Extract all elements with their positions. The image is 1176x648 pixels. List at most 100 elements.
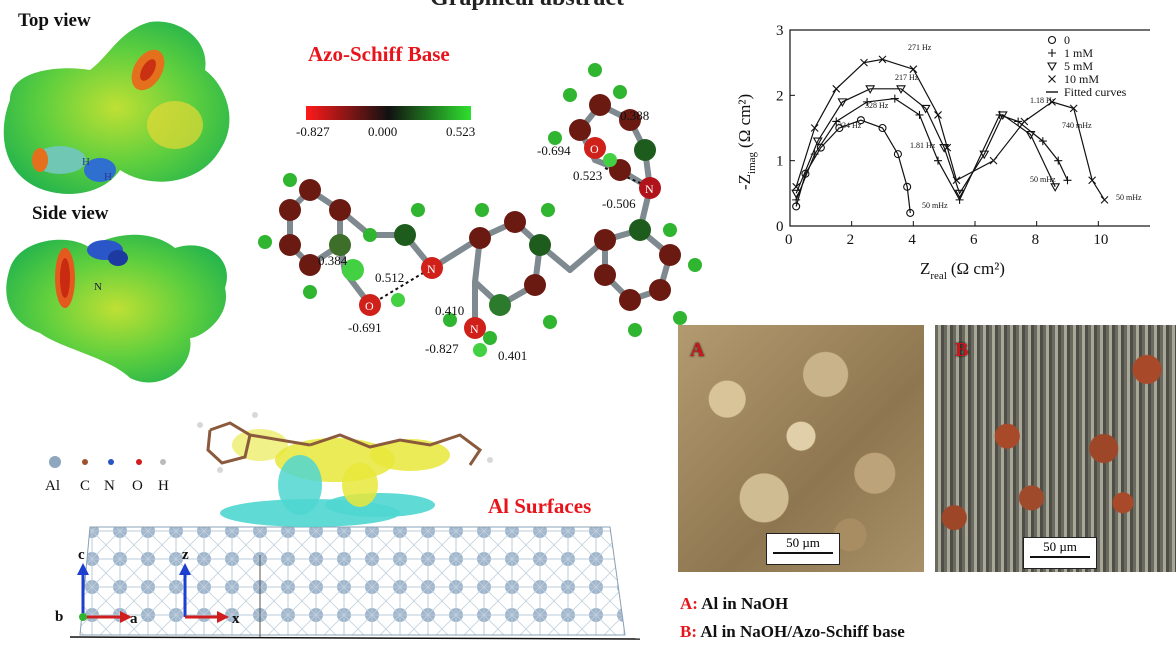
series-0-point-5	[878, 123, 887, 133]
charge-value-7: -0.694	[537, 143, 571, 158]
legend-marker-3	[1048, 75, 1056, 83]
series-3-point-3	[860, 58, 868, 67]
freq-label-3: 328 Hz	[865, 101, 889, 110]
element-h: H	[158, 478, 169, 494]
series-3-point-8	[952, 176, 961, 185]
x-tick-label-5: 10	[1093, 232, 1108, 248]
header-partial-title: Graphical abstract	[430, 0, 624, 12]
series-0-point-6	[893, 150, 902, 159]
freq-label-1: 271 Hz	[908, 43, 932, 52]
charge-color-scale: -0.827 0.000 0.523	[296, 106, 475, 139]
series-2-point-10	[1025, 130, 1036, 140]
axis-z-label: z	[182, 547, 189, 563]
micrograph-a: A 50 µm	[678, 325, 924, 572]
legend-label-0: 0	[1064, 33, 1070, 47]
series-3-point-1	[810, 124, 819, 132]
series-3-point-13	[1088, 176, 1097, 185]
series-1-point-5	[915, 110, 924, 119]
series-3-point-6	[934, 111, 942, 119]
series-1-point-10	[1038, 137, 1047, 146]
svg-text:Zreal(Ω cm²): Zreal (Ω cm²)	[920, 259, 1005, 282]
element-al: Al	[45, 478, 60, 494]
micrograph-b-scale: 50 µm	[1023, 537, 1097, 569]
legend-label-1: 1 mM	[1064, 46, 1093, 60]
x-axis-label: Zreal (Ω cm²)	[920, 259, 1005, 282]
legend-label-fitted: Fitted curves	[1064, 85, 1127, 99]
series-0-point-8	[906, 208, 915, 217]
series-2-point-3	[865, 85, 876, 94]
element-key: Al C N O H	[45, 456, 169, 494]
series-1-point-12	[1063, 176, 1072, 185]
legend-marker-1	[1048, 49, 1056, 57]
charge-value-3: -0.691	[348, 320, 382, 335]
al-surface-model: c b a z x	[55, 412, 641, 640]
series-1-point-1	[810, 150, 819, 159]
scale-min-label: -0.827	[296, 124, 330, 139]
al-surfaces-title: Al Surfaces	[488, 494, 592, 518]
series-2-point-0	[791, 189, 802, 199]
series-3-point-11	[1048, 97, 1056, 106]
esp-side-view-map: N	[6, 234, 227, 383]
charge-atom-n3: N	[645, 182, 654, 196]
legend-b-letter: B:	[680, 622, 697, 641]
axis-a-label: a	[130, 611, 138, 627]
legend-a: A: Al in NaOH	[680, 594, 788, 614]
azo-schiff-title: Azo-Schiff Base	[308, 42, 450, 66]
esp-side-atom-label-n: N	[94, 281, 102, 293]
series-1-point-9	[1014, 117, 1023, 126]
y-tick-label-0: 0	[776, 219, 784, 235]
charge-atom-n1: N	[427, 262, 436, 276]
azo-schiff-molecule: N O N O N 0.384 0.512 -0.691 0.410 -0.82…	[258, 63, 702, 363]
charge-value-10: -0.506	[602, 196, 636, 211]
top-view-label: Top view	[18, 10, 91, 31]
charge-value-1: 0.384	[318, 253, 348, 268]
x-tick-label-2: 4	[908, 232, 916, 248]
charge-value-2: 0.512	[375, 270, 404, 285]
series-0-point-7	[903, 182, 912, 191]
element-n: N	[104, 478, 115, 494]
x-tick-label-3: 6	[970, 232, 978, 248]
legend-b-text: Al in NaOH/Azo-Schiff base	[700, 622, 905, 641]
charge-atom-n2: N	[470, 322, 479, 336]
series-3-point-10	[1020, 117, 1029, 126]
series-0-point-0	[792, 202, 801, 211]
x-tick-label-1: 2	[847, 232, 855, 248]
series-2-point-2	[837, 98, 848, 107]
freq-label-2: 217 Hz	[895, 73, 919, 82]
charge-value-8: 0.388	[620, 108, 649, 123]
scale-max-label: 0.523	[446, 124, 475, 139]
charge-atom-o1: O	[365, 299, 374, 313]
y-tick-label-3: 3	[776, 23, 784, 39]
legend-marker-0	[1047, 35, 1057, 45]
series-3-point-9	[989, 156, 998, 165]
y-tick-label-2: 2	[776, 88, 784, 104]
y-tick-label-1: 1	[776, 154, 784, 170]
micrograph-a-letter: A	[690, 339, 705, 361]
axis-c-label: c	[78, 547, 85, 563]
series-2-point-7	[954, 189, 965, 199]
series-3-point-0	[792, 182, 801, 191]
charge-atom-o2: O	[590, 142, 599, 156]
series-1-point-3	[863, 97, 872, 106]
side-view-label: Side view	[32, 203, 109, 224]
x-tick-label-0: 0	[785, 232, 793, 248]
series-1-point-2	[832, 117, 841, 126]
charge-value-6: 0.401	[498, 348, 527, 363]
charge-value-5: -0.827	[425, 341, 459, 356]
charge-value-4: 0.410	[435, 303, 464, 318]
svg-text:-Zimag(Ω cm²): -Zimag(Ω cm²)	[735, 94, 758, 190]
series-2-point-9	[997, 111, 1008, 121]
series-2-point-8	[979, 150, 990, 160]
series-3-point-2	[832, 84, 841, 93]
series-0-point-1	[801, 169, 810, 178]
freq-label-7: 1.81 Hz	[910, 141, 936, 150]
series-2-point-5	[920, 104, 931, 114]
series-3-point-7	[943, 143, 952, 152]
series-1-point-6	[934, 156, 942, 165]
charge-value-9: 0.523	[573, 168, 602, 183]
legend-label-2: 5 mM	[1064, 59, 1093, 73]
series-0-point-3	[835, 123, 844, 133]
freq-label-9: 50 mHz	[1030, 175, 1056, 184]
element-c: C	[80, 478, 90, 494]
axis-x-label: x	[232, 611, 240, 627]
